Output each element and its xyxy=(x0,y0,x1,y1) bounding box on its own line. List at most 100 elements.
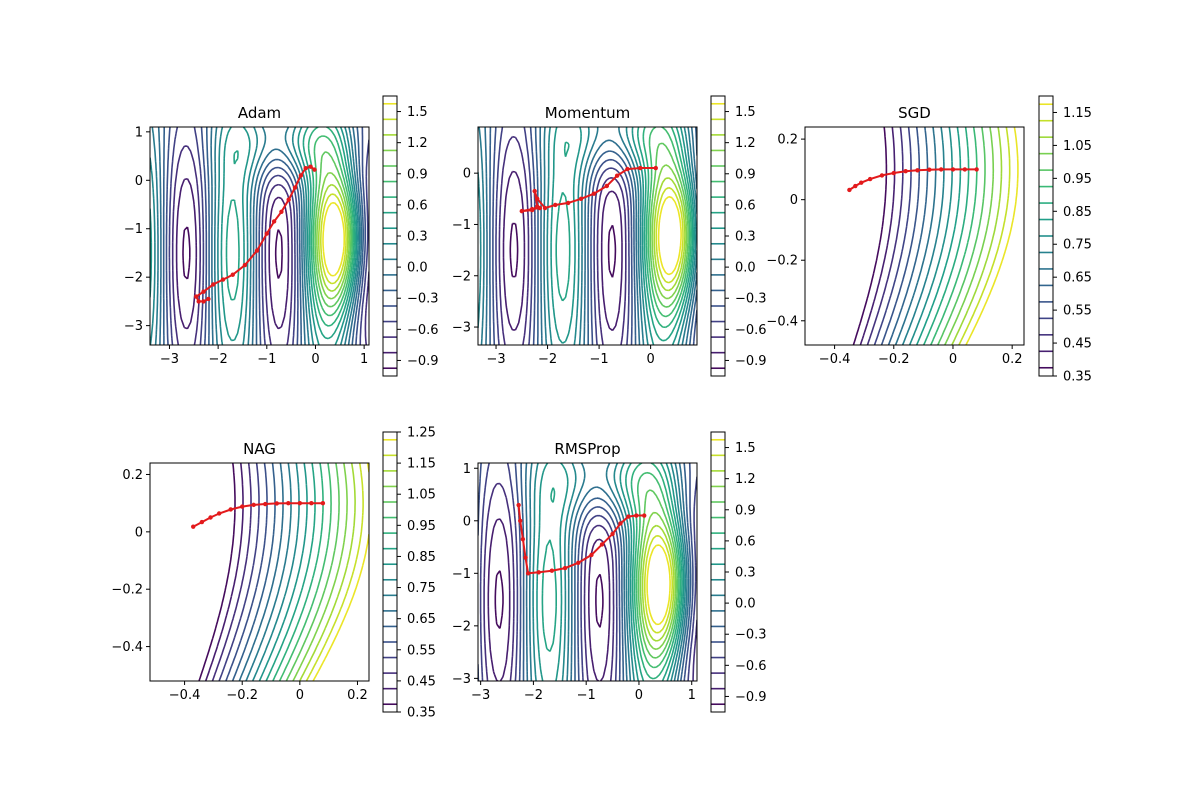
colorbar: 1.5 1.2 0.9 0.6 0.3 0.0 −0.3 −0.6 −0.9 xyxy=(382,95,439,377)
y-tick-label: 0.2 xyxy=(122,468,143,483)
trajectory-point xyxy=(309,500,314,506)
contour-level xyxy=(647,127,691,318)
contour-level xyxy=(644,535,673,634)
contour-level xyxy=(642,127,692,329)
contour-level xyxy=(285,463,340,681)
x-tick-label: 1 xyxy=(360,352,368,367)
colorbar-tick-label: −0.9 xyxy=(735,354,767,369)
trajectory-point xyxy=(542,205,548,211)
contour-level xyxy=(251,463,300,681)
trajectory-point xyxy=(903,169,908,174)
colorbar-tick-label: 1.5 xyxy=(735,441,756,456)
trajectory-point xyxy=(591,191,597,196)
trajectory-point xyxy=(529,206,535,212)
trajectory-point xyxy=(519,208,524,214)
trajectory-point xyxy=(216,511,222,516)
contour-level xyxy=(630,463,682,680)
trajectory-point xyxy=(879,173,885,178)
x-tick-label: −1 xyxy=(257,352,276,367)
trajectory xyxy=(516,502,647,576)
x-tick-label: 1 xyxy=(688,688,696,703)
axes-frame xyxy=(804,126,1025,346)
contour-level xyxy=(651,164,688,300)
trajectory-point xyxy=(562,565,568,571)
colorbar: 1.5 1.2 0.9 0.6 0.3 0.0 −0.3 −0.6 −0.9 xyxy=(710,431,767,713)
y-tick-label: −0.4 xyxy=(766,314,798,329)
trajectory-point xyxy=(915,168,920,173)
trajectory-point xyxy=(298,173,304,178)
contour-level xyxy=(484,127,697,345)
contour-level xyxy=(525,463,690,681)
contour-level xyxy=(637,489,679,659)
trajectory-point xyxy=(191,524,196,529)
trajectory xyxy=(847,167,979,193)
trajectory-point xyxy=(201,299,206,304)
contour-level xyxy=(489,127,697,345)
contour-level xyxy=(646,544,671,626)
contour-level xyxy=(292,463,348,681)
colorbar-tick-label: 1.05 xyxy=(407,488,436,503)
y-tick-label: 1 xyxy=(463,462,471,477)
trajectory-point xyxy=(279,209,284,214)
contour-level xyxy=(908,127,953,345)
y-tick-label: 0 xyxy=(463,167,471,182)
colorbar-tick-label: 1.25 xyxy=(407,426,436,441)
colorbar-tick-label: 0.3 xyxy=(735,566,756,581)
contour-level xyxy=(930,127,978,345)
trajectory-point xyxy=(638,165,643,171)
y-tick-label: 0 xyxy=(135,525,143,540)
x-tick-label: −3 xyxy=(160,352,179,367)
axes-frame xyxy=(477,126,698,346)
colorbar-tick-label: 0.75 xyxy=(1063,238,1092,253)
colorbar-tick-label: −0.9 xyxy=(735,690,767,705)
colorbar: 1.15 1.05 0.95 0.85 0.75 0.65 0.55 0.45 0.35 xyxy=(1038,95,1092,385)
contour-level xyxy=(175,178,290,330)
contour-level xyxy=(492,127,697,345)
contour-level xyxy=(639,511,677,651)
contour-level xyxy=(150,127,359,345)
contour-lines xyxy=(852,127,1019,345)
colorbar-tick-label: 1.5 xyxy=(407,105,428,120)
contour-level xyxy=(198,463,236,681)
contour-level xyxy=(322,202,345,277)
contour-level xyxy=(541,463,683,681)
x-tick-label: −2 xyxy=(524,688,543,703)
panel-momentum: Momentum −3 −2 −1 0 −3 −2 −1 0 1.5 1.2 0.9 0.6 0.3 0.0… xyxy=(452,95,767,377)
contour-level xyxy=(550,127,696,345)
colorbar-tick-label: 0.9 xyxy=(735,503,756,518)
trajectory-point xyxy=(308,164,313,169)
contour-level xyxy=(182,226,283,280)
colorbar-tick-label: 0.9 xyxy=(735,167,756,182)
y-tick-label: 0 xyxy=(135,174,143,189)
trajectory-point xyxy=(950,167,956,172)
trajectory-point xyxy=(242,262,248,268)
y-tick-label: −2 xyxy=(452,269,471,284)
colorbar: 1.5 1.2 0.9 0.6 0.3 0.0 −0.3 −0.6 −0.9 xyxy=(710,95,767,377)
panel-nag: NAG −0.4 −0.2 0 0.2 −0.4 −0.2 0 0.2 1.25 1.15 1.05 0… xyxy=(111,426,436,721)
trajectory-point xyxy=(626,514,631,519)
panel-rmsprop: RMSProp −3 −2 −1 0 1 −3 −2 −1 0 1 1.5 1.2 0.9 0.6 0.3 0.… xyxy=(452,431,767,713)
y-tick-label: −1 xyxy=(452,567,471,582)
colorbar-tick-label: 0.45 xyxy=(1063,337,1092,352)
chart-title: Adam xyxy=(238,104,281,122)
contour-level xyxy=(655,186,684,284)
trajectory xyxy=(194,164,317,304)
trajectory-point xyxy=(891,170,896,176)
contour-level xyxy=(238,463,284,681)
trajectory-point xyxy=(194,294,199,299)
colorbar-tick-label: 0.0 xyxy=(735,261,756,276)
contour-level xyxy=(649,142,689,308)
axes-frame xyxy=(477,462,698,682)
contour-level xyxy=(151,127,361,345)
contour-level xyxy=(641,524,675,642)
contour-level xyxy=(859,127,896,345)
colorbar-tick-label: 0.9 xyxy=(407,167,428,182)
colorbar-frame xyxy=(382,431,398,713)
colorbar-tick-label: 0.35 xyxy=(1063,370,1092,385)
y-tick-label: 0.2 xyxy=(777,133,798,148)
contour-level xyxy=(487,518,611,681)
x-tick-label: 0.2 xyxy=(1002,352,1023,367)
trajectory-point xyxy=(625,166,630,172)
x-tick-label: −0.4 xyxy=(169,688,201,703)
trajectory-point xyxy=(847,187,852,193)
